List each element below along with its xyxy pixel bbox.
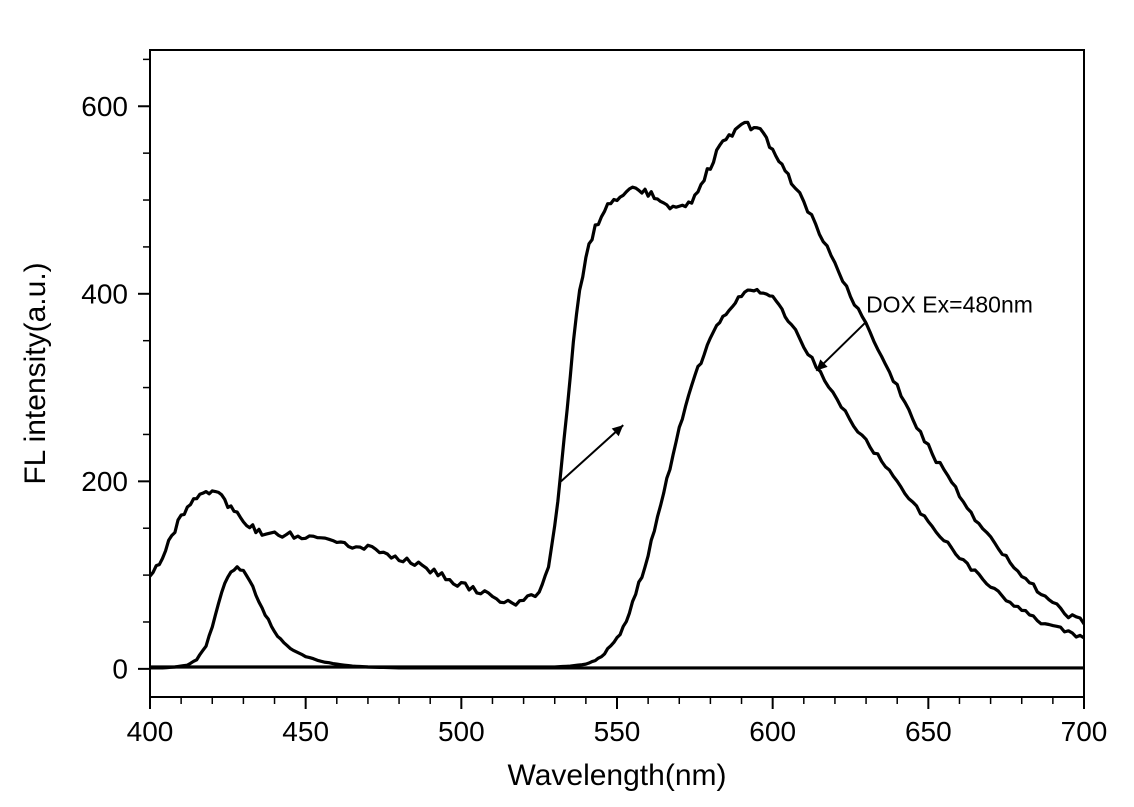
y-tick-label: 0 — [112, 654, 128, 685]
annotation-label: DOX Ex=480nm — [866, 292, 1033, 318]
x-tick-label: 600 — [749, 716, 796, 747]
y-axis-label: FL intensity(a.u.) — [19, 262, 52, 484]
x-tick-label: 700 — [1061, 716, 1108, 747]
x-tick-label: 400 — [127, 716, 174, 747]
x-tick-label: 550 — [594, 716, 641, 747]
fl-spectra-chart: 400 450 500 550 600 650 700 Wavelength(nm) 0 200 4… — [0, 0, 1134, 807]
x-tick-label: 500 — [438, 716, 485, 747]
x-tick-label: 450 — [282, 716, 329, 747]
chart-svg: 400 450 500 550 600 650 700 Wavelength(nm) 0 200 4… — [0, 0, 1134, 807]
y-tick-label: 200 — [81, 466, 128, 497]
y-tick-label: 400 — [81, 279, 128, 310]
x-tick-label: 650 — [905, 716, 952, 747]
x-axis-label: Wavelength(nm) — [508, 759, 727, 792]
y-tick-label: 600 — [81, 91, 128, 122]
